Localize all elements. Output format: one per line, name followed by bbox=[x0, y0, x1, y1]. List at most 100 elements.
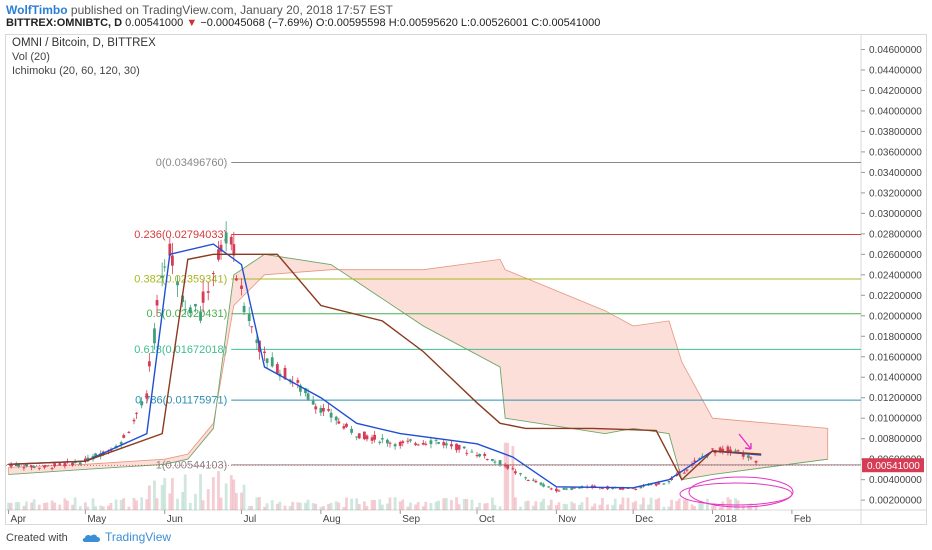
volume-bar bbox=[234, 493, 238, 510]
volume-bar bbox=[634, 500, 638, 510]
candle-body bbox=[506, 464, 510, 469]
high-value: H:0.00595620 bbox=[388, 17, 458, 29]
candle-body bbox=[37, 467, 41, 469]
volume-bar bbox=[304, 502, 307, 510]
volume-bar bbox=[578, 504, 581, 510]
tradingview-link[interactable]: TradingView bbox=[105, 530, 172, 544]
volume-bar bbox=[483, 503, 487, 510]
volume-bar bbox=[106, 505, 110, 510]
candle-body bbox=[634, 488, 638, 490]
candle-body bbox=[160, 275, 164, 278]
candle-body bbox=[654, 483, 658, 486]
volume-bar bbox=[649, 497, 653, 510]
candle-body bbox=[741, 453, 745, 457]
volume-bar bbox=[524, 501, 528, 510]
price-chart[interactable]: 0.04600000 0.04400000 0.04200000 0.04000000… bbox=[6, 35, 926, 524]
volume-bar bbox=[334, 501, 338, 510]
volume-bar bbox=[478, 502, 481, 510]
candle-body bbox=[514, 471, 517, 474]
legend-ichimoku[interactable]: Ichimoku (20, 60, 120, 30) bbox=[12, 65, 140, 77]
candle-body bbox=[370, 437, 374, 441]
fib-label: 1(0.00544103) bbox=[156, 459, 228, 471]
y-tick-label: 0.04200000 bbox=[869, 86, 922, 97]
volume-bar bbox=[240, 492, 243, 510]
candle-body bbox=[199, 311, 202, 321]
candle-body bbox=[373, 434, 377, 440]
y-tick-label: 0.02000000 bbox=[869, 311, 922, 322]
volume-bar bbox=[163, 477, 167, 510]
candle-body bbox=[25, 463, 28, 467]
chart-pane[interactable]: 0.04600000 0.04400000 0.04200000 0.04000000… bbox=[5, 34, 927, 525]
x-tick-label: Jul bbox=[244, 514, 257, 524]
volume-bar bbox=[401, 499, 405, 510]
y-tick-label: 0.01600000 bbox=[869, 352, 922, 363]
candle-body bbox=[700, 456, 704, 458]
volume-bar bbox=[593, 503, 597, 510]
volume-bar bbox=[741, 505, 745, 510]
candle-body bbox=[639, 486, 643, 489]
volume-bar bbox=[176, 498, 179, 510]
volume-bar bbox=[32, 499, 36, 510]
volume-bar bbox=[206, 489, 210, 510]
volume-bar bbox=[337, 502, 341, 510]
candle-body bbox=[306, 393, 310, 400]
volume-bar bbox=[393, 497, 397, 510]
candle-body bbox=[409, 439, 412, 441]
volume-bar bbox=[542, 498, 545, 510]
candle-body bbox=[388, 442, 392, 444]
candle-body bbox=[401, 441, 405, 444]
candle-body bbox=[670, 478, 673, 481]
volume-bar bbox=[706, 498, 709, 510]
volume-bar bbox=[45, 502, 49, 510]
volume-bar bbox=[631, 502, 635, 510]
candle-body bbox=[386, 439, 389, 444]
candle-body bbox=[83, 458, 87, 462]
volume-bar bbox=[503, 442, 507, 510]
y-tick-label: 0.02800000 bbox=[869, 229, 922, 240]
candle-body bbox=[176, 281, 179, 286]
volume-bar bbox=[362, 501, 366, 510]
candle-body bbox=[147, 361, 151, 367]
volume-bar bbox=[455, 497, 458, 510]
candle-body bbox=[470, 451, 474, 453]
candle-body bbox=[662, 483, 666, 485]
volume-bar bbox=[283, 505, 287, 510]
candle-body bbox=[140, 401, 144, 406]
candle-body bbox=[593, 485, 597, 487]
volume-bar bbox=[414, 504, 417, 510]
author-link[interactable]: WolfTimbo bbox=[6, 3, 68, 17]
volume-bar bbox=[572, 503, 576, 510]
y-tick-label: 0.04400000 bbox=[869, 65, 922, 76]
volume-bar bbox=[698, 501, 702, 510]
candle-body bbox=[437, 442, 441, 444]
x-tick-label: Feb bbox=[794, 514, 812, 524]
candle-body bbox=[22, 467, 26, 469]
volume-bar bbox=[275, 503, 279, 510]
volume-bar bbox=[229, 475, 233, 510]
y-tick-label: 0.01400000 bbox=[869, 373, 922, 384]
candle-body bbox=[483, 453, 487, 456]
volume-bar bbox=[219, 497, 223, 510]
candle-body bbox=[478, 453, 481, 457]
tenkan-line bbox=[8, 243, 762, 489]
volume-bar bbox=[601, 497, 604, 510]
volume-bar bbox=[682, 499, 686, 510]
volume-bar bbox=[83, 502, 87, 510]
candle-body bbox=[542, 484, 545, 487]
candle-body bbox=[240, 285, 243, 289]
candle-body bbox=[711, 448, 714, 450]
candle-body bbox=[42, 465, 46, 468]
x-tick-label: 2018 bbox=[715, 514, 738, 524]
volume-bar bbox=[611, 505, 615, 510]
candle-body bbox=[155, 300, 159, 306]
candle-body bbox=[219, 244, 223, 252]
candle-body bbox=[611, 487, 615, 489]
volume-bar bbox=[217, 471, 220, 510]
volume-bar bbox=[613, 498, 617, 510]
volume-bar bbox=[14, 502, 18, 510]
volume-bar bbox=[690, 504, 694, 510]
candle-body bbox=[442, 442, 446, 446]
low-value: L:0.00526001 bbox=[460, 17, 529, 29]
candle-body bbox=[9, 464, 13, 467]
legend-vol[interactable]: Vol (20) bbox=[12, 51, 50, 63]
